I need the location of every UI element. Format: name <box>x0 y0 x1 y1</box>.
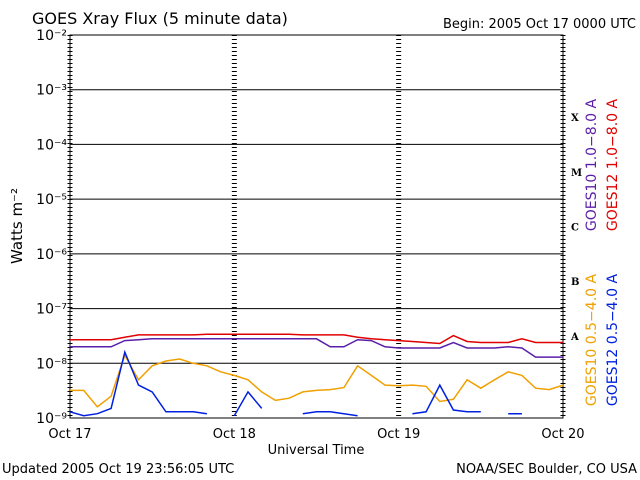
y-tick-label: 10⁻⁷ <box>36 302 67 318</box>
x-tick-label: Oct 20 <box>541 427 584 442</box>
flare-class-label: B <box>571 277 579 288</box>
series-line <box>70 338 563 358</box>
legend-entry: GOES10 0.5−4.0 A <box>584 274 600 407</box>
series-line <box>70 353 564 408</box>
y-axis-label: Watts m⁻² <box>8 188 26 264</box>
legend-entry: GOES12 1.0−8.0 A <box>605 99 621 232</box>
flare-class-label: M <box>571 168 582 179</box>
series-line <box>70 333 563 345</box>
x-tick-label: Oct 19 <box>377 427 420 442</box>
chart-subtitle: Begin: 2005 Oct 17 0000 UTC <box>443 17 636 32</box>
footer-left: Updated 2005 Oct 19 23:56:05 UTC <box>2 462 234 477</box>
y-tick-label: 10⁻⁴ <box>36 137 67 153</box>
legend-entry: GOES12 0.5−4.0 A <box>605 274 621 407</box>
footer-right: NOAA/SEC Boulder, CO USA <box>456 462 637 477</box>
y-tick-label: 10⁻³ <box>36 83 67 99</box>
y-tick-label: 10⁻⁹ <box>36 411 67 427</box>
y-tick-label: 10⁻² <box>36 28 67 44</box>
y-tick-label: 10⁻⁵ <box>36 192 67 208</box>
x-tick-label: Oct 18 <box>213 427 256 442</box>
plot-frame <box>69 34 564 419</box>
x-tick-label: Oct 17 <box>48 427 91 442</box>
legend-entry: GOES10 1.0−8.0 A <box>584 99 600 232</box>
series-line <box>69 349 522 417</box>
flare-class-label: C <box>571 223 579 234</box>
y-tick-label: 10⁻⁶ <box>36 247 67 263</box>
flare-class-label: A <box>570 332 579 343</box>
flare-class-label: X <box>571 113 579 124</box>
y-tick-label: 10⁻⁸ <box>36 356 67 372</box>
chart-title: GOES Xray Flux (5 minute data) <box>32 9 288 28</box>
x-axis-label: Universal Time <box>268 443 365 458</box>
